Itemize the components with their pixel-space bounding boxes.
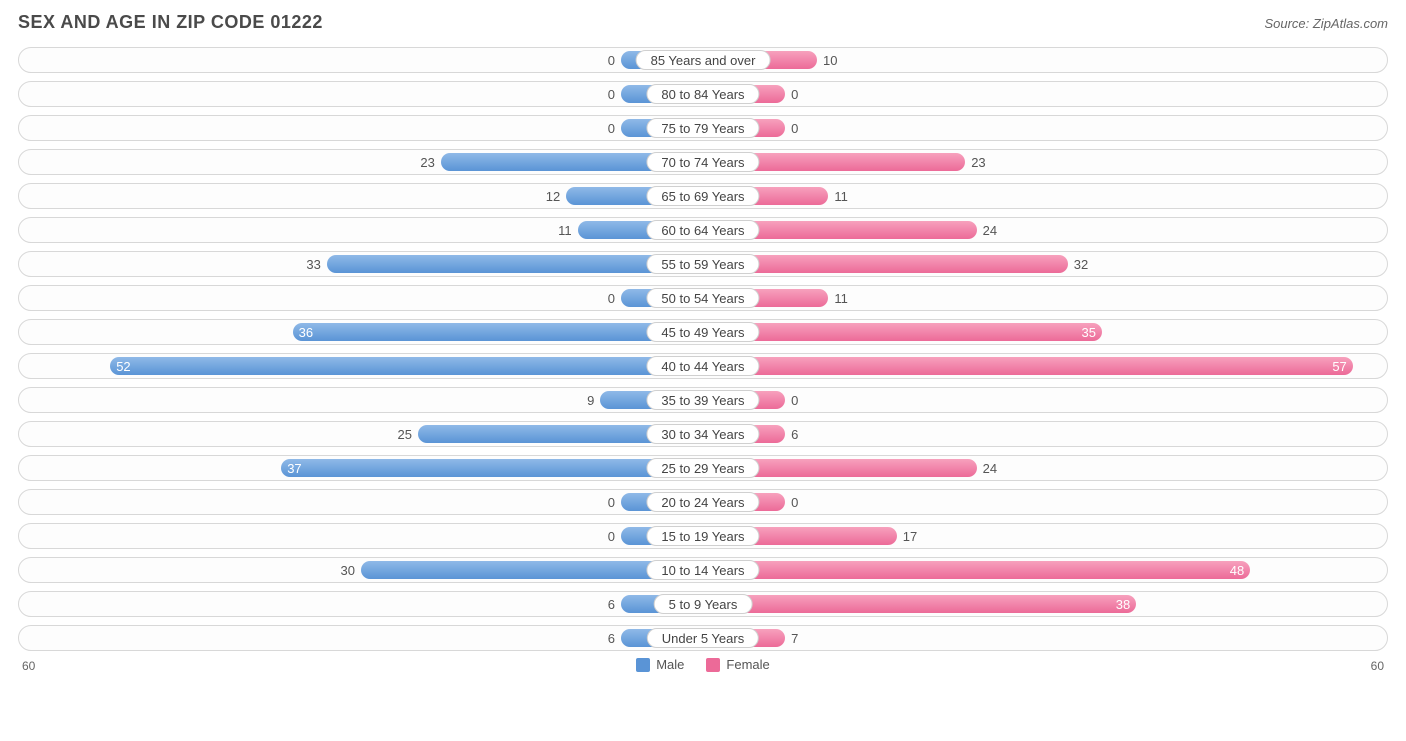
legend-label: Female <box>726 657 769 672</box>
population-pyramid: 01085 Years and over0080 to 84 Years0075… <box>18 47 1388 651</box>
age-category-label: 20 to 24 Years <box>646 492 759 512</box>
female-value: 38 <box>1116 595 1130 613</box>
male-value: 30 <box>341 561 361 579</box>
male-value: 33 <box>306 255 326 273</box>
male-bar: 37 <box>281 459 703 477</box>
age-category-label: 75 to 79 Years <box>646 118 759 138</box>
axis-right-max: 60 <box>1371 659 1384 673</box>
male-value: 0 <box>608 51 621 69</box>
female-value: 7 <box>785 629 798 647</box>
female-bar: 35 <box>703 323 1102 341</box>
legend-swatch <box>636 658 650 672</box>
chart-row: 36 35 45 to 49 Years <box>18 319 1388 345</box>
age-category-label: Under 5 Years <box>647 628 759 648</box>
male-value: 37 <box>287 459 301 477</box>
legend-item: Male <box>636 657 684 672</box>
legend-label: Male <box>656 657 684 672</box>
legend-item: Female <box>706 657 769 672</box>
male-bar: 52 <box>110 357 703 375</box>
age-category-label: 70 to 74 Years <box>646 152 759 172</box>
chart-row: 6 7 Under 5 Years <box>18 625 1388 651</box>
female-value: 0 <box>785 85 798 103</box>
male-value: 0 <box>608 119 621 137</box>
age-category-label: 45 to 49 Years <box>646 322 759 342</box>
female-value: 11 <box>828 187 848 205</box>
female-value: 0 <box>785 119 798 137</box>
female-value: 10 <box>817 51 837 69</box>
chart-row: 0 11 50 to 54 Years <box>18 285 1388 311</box>
legend-swatch <box>706 658 720 672</box>
chart-row: 0 0 80 to 84 Years <box>18 81 1388 107</box>
age-category-label: 25 to 29 Years <box>646 458 759 478</box>
male-value: 11 <box>558 221 578 239</box>
male-value: 6 <box>608 595 621 613</box>
chart-row: 11 24 60 to 64 Years <box>18 217 1388 243</box>
age-category-label: 40 to 44 Years <box>646 356 759 376</box>
male-value: 9 <box>587 391 600 409</box>
chart-row: 33 32 55 to 59 Years <box>18 251 1388 277</box>
female-bar: 38 <box>703 595 1136 613</box>
chart-row: 9 0 35 to 39 Years <box>18 387 1388 413</box>
female-value: 32 <box>1068 255 1088 273</box>
chart-row: 0 17 15 to 19 Years <box>18 523 1388 549</box>
chart-row: 30 48 10 to 14 Years <box>18 557 1388 583</box>
legend: Male Female <box>18 657 1388 672</box>
female-value: 24 <box>977 459 997 477</box>
male-value: 0 <box>608 493 621 511</box>
male-value: 25 <box>398 425 418 443</box>
chart-row: 6 38 5 to 9 Years <box>18 591 1388 617</box>
male-value: 52 <box>116 357 130 375</box>
female-value: 0 <box>785 391 798 409</box>
age-category-label: 35 to 39 Years <box>646 390 759 410</box>
female-value: 24 <box>977 221 997 239</box>
chart-source: Source: ZipAtlas.com <box>1264 16 1388 31</box>
age-category-label: 30 to 34 Years <box>646 424 759 444</box>
chart-row: 23 23 70 to 74 Years <box>18 149 1388 175</box>
age-category-label: 80 to 84 Years <box>646 84 759 104</box>
chart-row: 0 0 20 to 24 Years <box>18 489 1388 515</box>
male-bar: 36 <box>293 323 703 341</box>
female-value: 48 <box>1230 561 1244 579</box>
female-value: 35 <box>1082 323 1096 341</box>
age-category-label: 60 to 64 Years <box>646 220 759 240</box>
chart-row: 25 6 30 to 34 Years <box>18 421 1388 447</box>
age-category-label: 85 Years and over <box>636 50 771 70</box>
male-value: 0 <box>608 289 621 307</box>
female-value: 11 <box>828 289 848 307</box>
chart-row: 12 11 65 to 69 Years <box>18 183 1388 209</box>
male-value: 0 <box>608 527 621 545</box>
age-category-label: 15 to 19 Years <box>646 526 759 546</box>
female-bar: 57 <box>703 357 1353 375</box>
axis-left-max: 60 <box>22 659 35 673</box>
male-value: 36 <box>299 323 313 341</box>
age-category-label: 65 to 69 Years <box>646 186 759 206</box>
male-value: 23 <box>420 153 440 171</box>
female-value: 6 <box>785 425 798 443</box>
female-value: 23 <box>965 153 985 171</box>
male-value: 6 <box>608 629 621 647</box>
chart-row: 37 24 25 to 29 Years <box>18 455 1388 481</box>
age-category-label: 55 to 59 Years <box>646 254 759 274</box>
male-value: 12 <box>546 187 566 205</box>
female-value: 17 <box>897 527 917 545</box>
male-value: 0 <box>608 85 621 103</box>
age-category-label: 5 to 9 Years <box>654 594 753 614</box>
chart-row: 52 57 40 to 44 Years <box>18 353 1388 379</box>
age-category-label: 10 to 14 Years <box>646 560 759 580</box>
chart-row: 0 0 75 to 79 Years <box>18 115 1388 141</box>
chart-row: 0 10 85 Years and over <box>18 47 1388 73</box>
age-category-label: 50 to 54 Years <box>646 288 759 308</box>
chart-title: SEX AND AGE IN ZIP CODE 01222 <box>18 12 323 33</box>
female-bar: 48 <box>703 561 1250 579</box>
female-value: 57 <box>1332 357 1346 375</box>
female-value: 0 <box>785 493 798 511</box>
